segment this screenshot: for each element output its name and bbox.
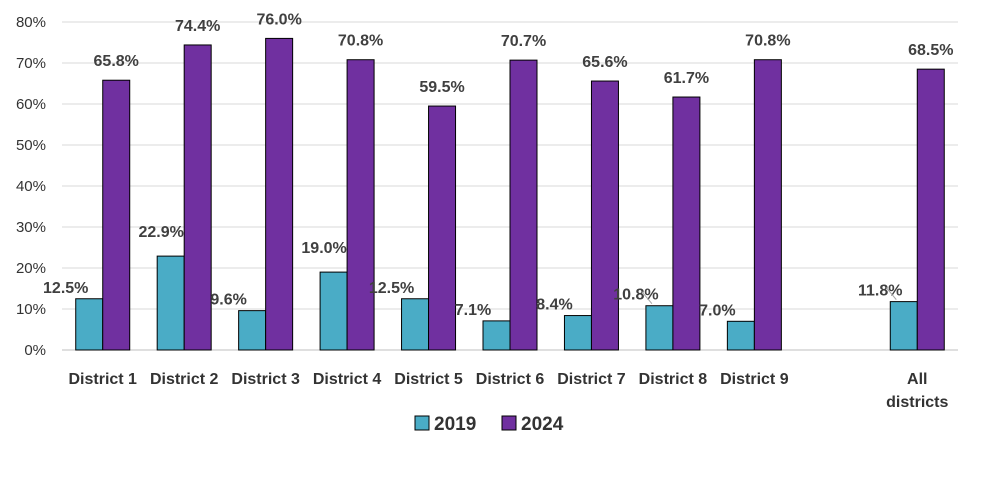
data-label-2024: 65.8%: [94, 53, 139, 70]
y-tick-label: 20%: [16, 260, 46, 277]
bar-2019: [563, 315, 592, 351]
data-label-2024: 70.8%: [745, 33, 790, 50]
x-tick-label: District 7: [557, 371, 626, 388]
x-tick-label: District 1: [68, 371, 137, 388]
bar-2024: [916, 68, 945, 351]
bar-2024: [346, 59, 375, 351]
bar-2019: [889, 301, 918, 351]
y-tick-label: 80%: [16, 14, 46, 31]
y-tick-label: 10%: [16, 301, 46, 318]
x-tick-label: District 5: [394, 371, 463, 388]
data-label-2024: 65.6%: [582, 54, 627, 71]
leader-line: [641, 291, 653, 305]
leader-line: [885, 287, 897, 300]
data-label-2019: 7.0%: [699, 302, 735, 319]
data-label-2019: 10.8%: [613, 287, 658, 304]
data-label-2019: 12.5%: [369, 280, 414, 297]
bar-2024: [183, 44, 212, 351]
data-label-2024: 59.5%: [419, 79, 464, 96]
x-tick-label: districts: [886, 394, 948, 411]
data-label-2019: 8.4%: [536, 297, 572, 314]
bar-2019: [156, 255, 185, 351]
data-label-2024: 68.5%: [908, 42, 953, 59]
data-label-2024: 70.7%: [501, 33, 546, 50]
legend-label-2024: 2024: [521, 414, 564, 435]
data-label-2019: 9.6%: [210, 292, 246, 309]
bar-2019: [482, 320, 511, 351]
x-tick-label: District 6: [476, 371, 545, 388]
y-tick-label: 40%: [16, 178, 46, 195]
x-tick-label: District 9: [720, 371, 789, 388]
y-tick-label: 50%: [16, 137, 46, 154]
data-label-2019: 11.8%: [858, 283, 902, 300]
legend: 2019 2024: [414, 414, 564, 435]
bar-2024: [590, 80, 619, 351]
x-tick-label: All: [907, 371, 927, 388]
y-tick-label: 70%: [16, 55, 46, 72]
bar-2019: [75, 298, 104, 351]
y-tick-label: 60%: [16, 96, 46, 113]
bar-2019: [645, 305, 674, 351]
legend-label-2019: 2019: [434, 414, 476, 435]
x-tick-label: District 4: [313, 371, 382, 388]
bar-2024: [672, 96, 701, 351]
bar-2019: [726, 320, 755, 351]
bar-2019: [319, 271, 348, 351]
bar-2024: [265, 37, 294, 351]
data-label-2024: 70.8%: [338, 33, 383, 50]
bar-2019: [401, 298, 430, 351]
legend-swatch-2024: [501, 415, 517, 431]
bar-2024: [753, 59, 782, 351]
x-tick-label: District 2: [150, 371, 219, 388]
x-tick-label: District 8: [639, 371, 708, 388]
y-tick-label: 30%: [16, 219, 46, 236]
x-axis: District 1 District 2 District 3 District 4…: [68, 371, 948, 411]
data-label-2024: 61.7%: [664, 70, 709, 87]
data-label-2019: 22.9%: [138, 224, 183, 241]
y-tick-label: 0%: [24, 342, 46, 359]
bars: [75, 37, 945, 351]
y-axis: 0% 10% 20% 30% 40% 50% 60% 70% 80%: [16, 14, 46, 359]
data-label-2019: 12.5%: [43, 280, 88, 297]
data-label-2024: 76.0%: [256, 11, 301, 28]
data-labels: 12.5% 65.8% 22.9% 74.4% 9.6% 76.0% 19.0% 70.8% 1…: [43, 11, 953, 319]
bar-2024: [509, 59, 538, 351]
data-label-2024: 74.4%: [175, 18, 220, 35]
bar-2024: [102, 79, 131, 351]
data-label-2019: 7.1%: [455, 302, 491, 319]
bar-2024: [428, 105, 457, 351]
legend-swatch-2019: [414, 415, 430, 431]
bar-2019: [238, 310, 267, 351]
data-label-2019: 19.0%: [301, 240, 346, 257]
x-tick-label: District 3: [231, 371, 300, 388]
